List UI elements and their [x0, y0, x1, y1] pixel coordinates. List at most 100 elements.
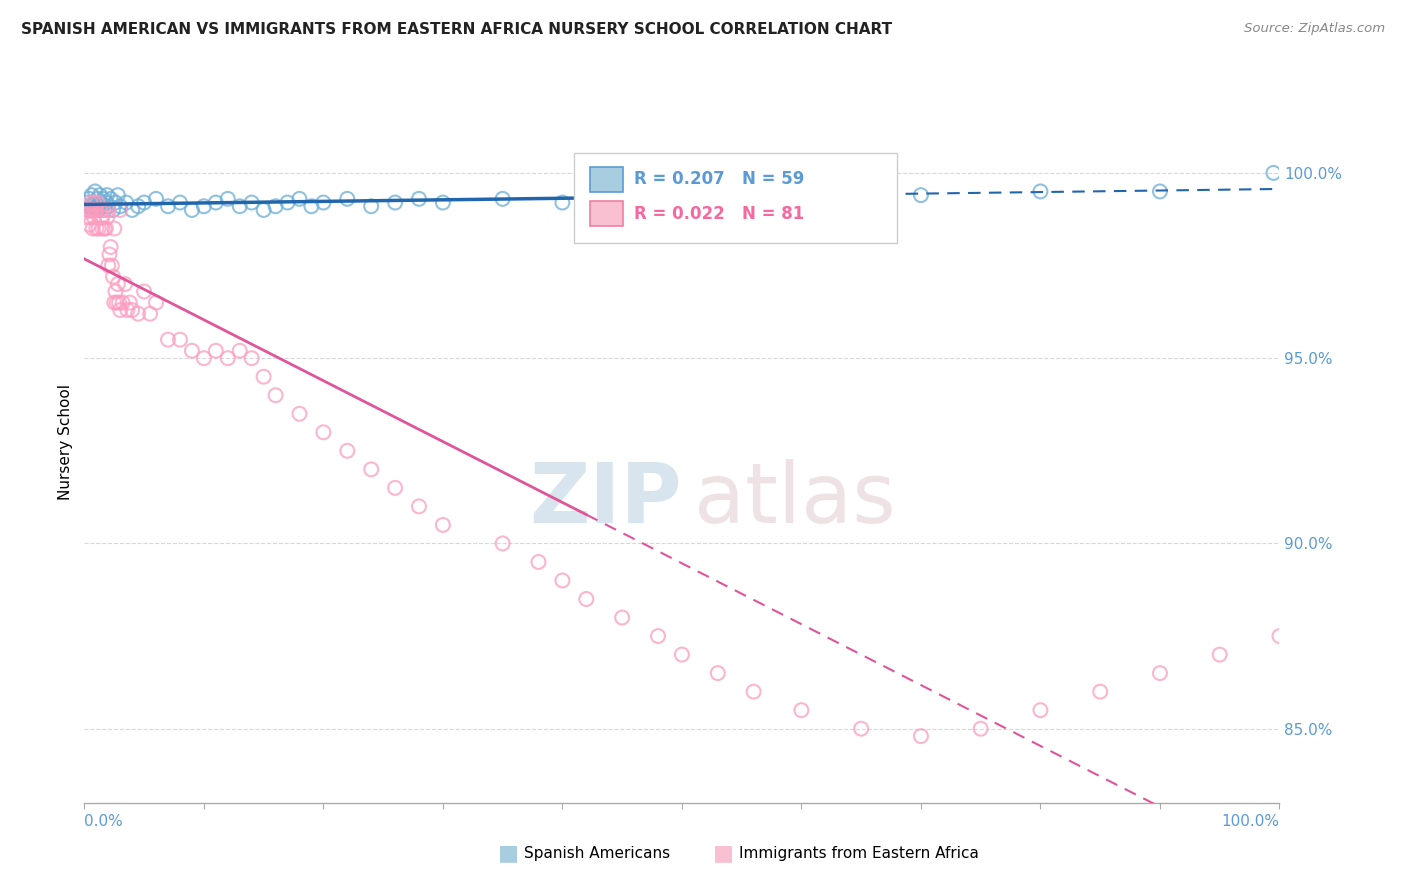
Point — [103, 221, 125, 235]
Text: ZIP: ZIP — [530, 458, 682, 540]
Point — [132, 195, 156, 210]
Point — [79, 211, 101, 225]
Point — [79, 195, 101, 210]
Point — [97, 199, 120, 213]
Point — [551, 574, 574, 588]
Point — [1263, 166, 1285, 180]
Point — [671, 648, 693, 662]
Point — [87, 221, 110, 235]
Point — [157, 199, 180, 213]
Point — [910, 188, 932, 202]
Point — [77, 202, 100, 217]
Point — [707, 666, 730, 681]
Text: ■: ■ — [713, 843, 734, 863]
Point — [82, 221, 104, 235]
Point — [91, 211, 114, 225]
Text: ■: ■ — [498, 843, 519, 863]
Point — [851, 192, 873, 206]
Point — [264, 388, 287, 402]
Point — [108, 295, 131, 310]
Point — [89, 188, 111, 202]
Point — [384, 195, 406, 210]
Point — [253, 369, 276, 384]
Text: 100.0%: 100.0% — [1222, 814, 1279, 829]
Point — [97, 202, 120, 217]
Point — [169, 195, 191, 210]
Point — [336, 443, 359, 458]
Point — [1268, 629, 1291, 643]
Point — [87, 202, 110, 217]
Point — [101, 259, 124, 273]
Point — [114, 277, 136, 291]
Point — [612, 192, 634, 206]
Point — [94, 195, 117, 210]
Point — [910, 729, 932, 743]
Point — [205, 195, 228, 210]
Point — [312, 195, 335, 210]
Point — [181, 202, 204, 217]
Point — [157, 333, 180, 347]
FancyBboxPatch shape — [575, 153, 897, 243]
Point — [384, 481, 406, 495]
Point — [80, 202, 103, 217]
Point — [1149, 185, 1171, 199]
Point — [1090, 684, 1112, 698]
Point — [83, 195, 105, 210]
Point — [790, 188, 813, 202]
Point — [790, 703, 813, 717]
Point — [1149, 666, 1171, 681]
Point — [1029, 703, 1052, 717]
Point — [107, 188, 129, 202]
Point — [77, 202, 100, 217]
Point — [84, 185, 107, 199]
Point — [76, 195, 98, 210]
Point — [121, 303, 143, 318]
Point — [93, 202, 115, 217]
Point — [360, 199, 382, 213]
Text: R = 0.022   N = 81: R = 0.022 N = 81 — [634, 205, 804, 223]
Point — [104, 285, 127, 299]
Point — [731, 192, 754, 206]
Point — [432, 517, 454, 532]
Point — [107, 277, 129, 291]
Point — [240, 195, 263, 210]
Point — [301, 199, 323, 213]
Point — [90, 211, 112, 225]
Point — [527, 555, 550, 569]
Point — [82, 202, 104, 217]
Point — [575, 592, 598, 607]
Point — [80, 202, 103, 217]
Point — [312, 425, 335, 440]
Point — [288, 192, 311, 206]
Point — [101, 269, 124, 284]
Point — [551, 195, 574, 210]
Point — [408, 192, 430, 206]
Point — [101, 202, 124, 217]
Point — [93, 221, 115, 235]
Text: 0.0%: 0.0% — [84, 814, 124, 829]
Point — [110, 202, 132, 217]
Text: Immigrants from Eastern Africa: Immigrants from Eastern Africa — [740, 846, 979, 861]
Point — [647, 629, 669, 643]
Point — [97, 259, 120, 273]
Point — [89, 202, 111, 217]
Point — [105, 295, 128, 310]
Point — [86, 199, 108, 213]
Point — [111, 295, 134, 310]
Point — [86, 202, 108, 217]
Point — [91, 199, 114, 213]
Point — [96, 211, 118, 225]
Point — [77, 218, 100, 232]
Point — [193, 199, 215, 213]
Point — [264, 199, 287, 213]
Point — [1209, 648, 1232, 662]
Point — [492, 536, 515, 550]
Text: Spanish Americans: Spanish Americans — [524, 846, 671, 861]
Point — [288, 407, 311, 421]
Point — [217, 351, 239, 366]
Point — [83, 211, 105, 225]
Point — [127, 199, 149, 213]
Point — [612, 610, 634, 624]
Point — [79, 199, 101, 213]
Point — [145, 295, 167, 310]
